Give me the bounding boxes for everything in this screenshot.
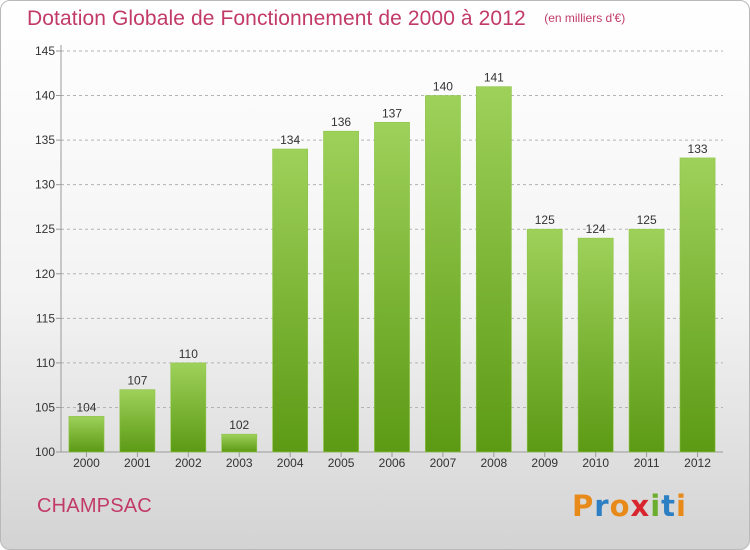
x-tick-label: 2000 — [73, 456, 100, 470]
data-label: 141 — [484, 71, 504, 85]
x-tick-label: 2001 — [124, 456, 151, 470]
x-tick-label: 2006 — [379, 456, 406, 470]
data-label: 107 — [127, 374, 147, 388]
logo-letter: o — [609, 489, 631, 523]
logo-letter: r — [594, 489, 610, 523]
data-label: 133 — [688, 142, 708, 156]
y-tick-label: 135 — [35, 133, 55, 147]
y-tick-label: 145 — [35, 44, 55, 58]
bar — [323, 130, 359, 453]
bar — [68, 416, 105, 453]
chart-title: Dotation Globale de Fonctionnement de 20… — [27, 7, 526, 30]
x-tick-label: 2009 — [531, 456, 558, 470]
bars — [68, 86, 716, 453]
x-tick-label: 2003 — [226, 456, 253, 470]
data-label: 136 — [331, 115, 351, 129]
data-label: 102 — [229, 418, 249, 432]
y-tick-label: 115 — [36, 311, 55, 325]
y-tick-label: 100 — [35, 445, 55, 459]
bar — [221, 433, 258, 453]
y-tick-label: 130 — [35, 178, 55, 192]
x-tick-label: 2012 — [684, 456, 711, 470]
chart-unit: (en milliers d'€) — [544, 11, 626, 25]
bar — [272, 148, 309, 453]
data-label: 104 — [76, 400, 96, 414]
x-tick-label: 2005 — [328, 456, 355, 470]
data-label: 110 — [179, 347, 198, 361]
y-tick-label: 140 — [35, 89, 55, 103]
y-tick-label: 120 — [35, 267, 55, 281]
data-label: 125 — [535, 213, 555, 227]
bar — [628, 228, 665, 453]
bar — [475, 86, 512, 453]
data-label: 125 — [637, 213, 657, 227]
bar — [374, 121, 410, 453]
bar — [170, 362, 207, 453]
chart-title-row: Dotation Globale de Fonctionnement de 20… — [27, 7, 625, 31]
bar — [526, 228, 563, 453]
y-tick-labels: 100 105 110 115 120 125 130 135 140 145 — [35, 44, 55, 459]
bar — [119, 389, 156, 453]
x-tick-label: 2002 — [175, 456, 202, 470]
x-tick-label: 2007 — [430, 456, 457, 470]
data-labels: 104 107 110 102 134 136 137 140 141 125 124 125 133 — [76, 71, 707, 433]
bar — [425, 95, 461, 453]
x-tick-label: 2004 — [277, 456, 304, 470]
x-tick-label: 2011 — [634, 456, 660, 470]
logo-letter: i — [676, 489, 687, 523]
y-tick-label: 125 — [35, 222, 55, 236]
data-label: 137 — [382, 106, 402, 120]
logo-letter: x — [630, 489, 651, 523]
x-tick-label: 2008 — [480, 456, 507, 470]
data-label: 140 — [433, 80, 453, 94]
y-tick-label: 105 — [35, 400, 55, 414]
x-tick-labels: 2000 2001 2002 2003 2004 2005 2006 2007 2008 2009… — [73, 456, 711, 470]
data-label: 134 — [280, 133, 300, 147]
x-tick-label: 2010 — [582, 456, 609, 470]
logo-letter: i — [650, 489, 662, 523]
bar — [577, 237, 614, 453]
proxiti-logo[interactable]: Proxiti — [572, 489, 687, 523]
bar — [679, 157, 716, 453]
y-tick-label: 110 — [36, 356, 55, 370]
logo-letter: P — [571, 489, 595, 523]
location-name: CHAMPSAC — [37, 495, 152, 517]
data-label: 124 — [586, 222, 606, 236]
logo-letter: t — [661, 489, 677, 523]
